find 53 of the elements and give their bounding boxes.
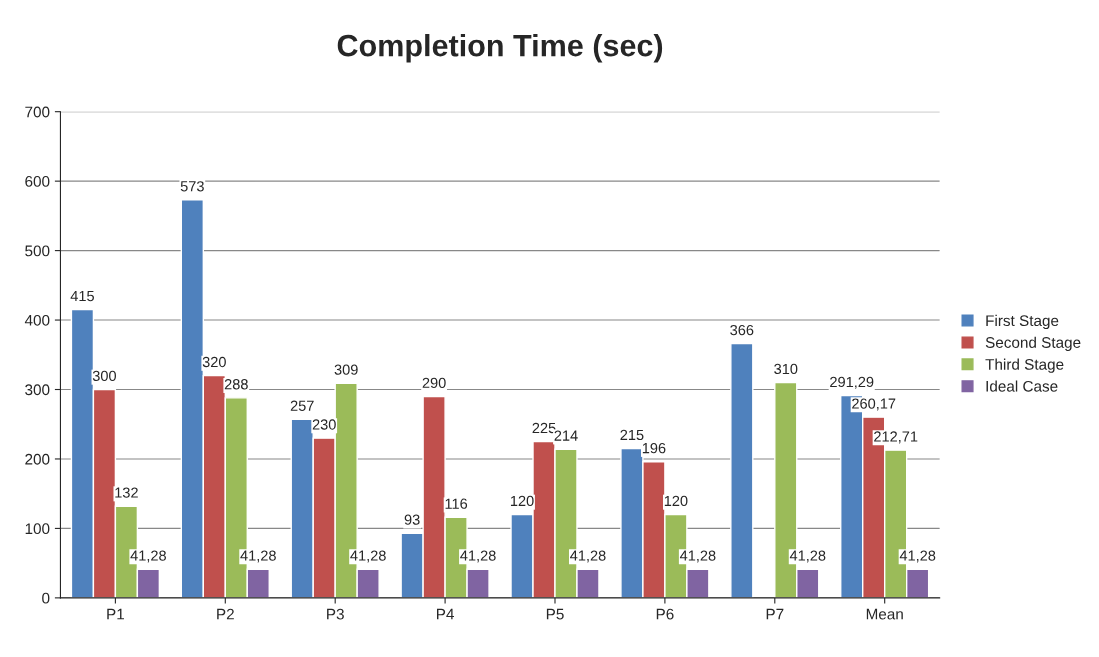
legend-label: Second Stage bbox=[985, 336, 1081, 351]
data-label: 225 bbox=[532, 422, 556, 434]
y-tick-label: 0 bbox=[42, 592, 50, 604]
data-label: 93 bbox=[404, 514, 420, 525]
data-label: 310 bbox=[774, 363, 798, 375]
x-tick-label: P2 bbox=[217, 608, 234, 620]
data-label: 116 bbox=[445, 498, 468, 509]
data-label: 291,29 bbox=[830, 376, 874, 389]
x-tick-label: P3 bbox=[327, 608, 344, 620]
data-label: 309 bbox=[334, 364, 358, 375]
y-tick-label: 200 bbox=[25, 453, 50, 465]
y-tick-label: 600 bbox=[25, 176, 50, 187]
data-label: 320 bbox=[202, 356, 226, 368]
data-label: 41,28 bbox=[679, 550, 716, 563]
x-tick-label: P4 bbox=[437, 608, 454, 620]
data-label: 196 bbox=[642, 442, 666, 454]
data-label: 288 bbox=[224, 379, 248, 390]
y-tick-label: 300 bbox=[25, 384, 50, 396]
data-label: 230 bbox=[312, 419, 336, 430]
data-label: 215 bbox=[620, 429, 644, 441]
legend-label: Third Stage bbox=[985, 358, 1064, 373]
data-label: 41,28 bbox=[130, 550, 166, 563]
data-label: 366 bbox=[730, 324, 754, 336]
data-label: 41,28 bbox=[570, 550, 606, 563]
x-tick-label: Mean bbox=[866, 608, 903, 620]
data-label: 120 bbox=[664, 495, 688, 507]
data-label: 41,28 bbox=[789, 550, 826, 563]
data-label: 212,71 bbox=[874, 431, 918, 444]
chart-title: Completion Time (sec) bbox=[337, 33, 663, 63]
y-tick-label: 400 bbox=[24, 314, 50, 326]
y-tick-label: 500 bbox=[25, 245, 50, 257]
data-label: 41,28 bbox=[350, 550, 386, 563]
x-tick-label: P5 bbox=[546, 608, 564, 620]
data-label: 260,17 bbox=[852, 398, 896, 411]
data-label: 120 bbox=[510, 495, 534, 507]
data-label: 415 bbox=[70, 291, 94, 302]
data-label: 132 bbox=[115, 487, 138, 498]
data-label: 41,28 bbox=[899, 550, 936, 563]
bar bbox=[730, 342, 754, 598]
y-tick-label: 700 bbox=[25, 106, 50, 118]
data-label: 257 bbox=[290, 400, 314, 411]
x-tick-label: P7 bbox=[766, 608, 784, 620]
data-label: 41,28 bbox=[240, 550, 276, 563]
data-label: 41,28 bbox=[460, 550, 496, 563]
x-tick-label: P1 bbox=[107, 608, 124, 620]
data-label: 290 bbox=[422, 377, 446, 389]
data-label: 300 bbox=[92, 370, 116, 382]
y-tick-label: 100 bbox=[25, 523, 50, 535]
legend-label: First Stage bbox=[986, 314, 1059, 330]
data-label: 573 bbox=[180, 181, 204, 192]
x-tick-label: P6 bbox=[656, 608, 674, 620]
legend-label: Ideal Case bbox=[986, 380, 1058, 392]
data-label: 214 bbox=[554, 430, 578, 441]
